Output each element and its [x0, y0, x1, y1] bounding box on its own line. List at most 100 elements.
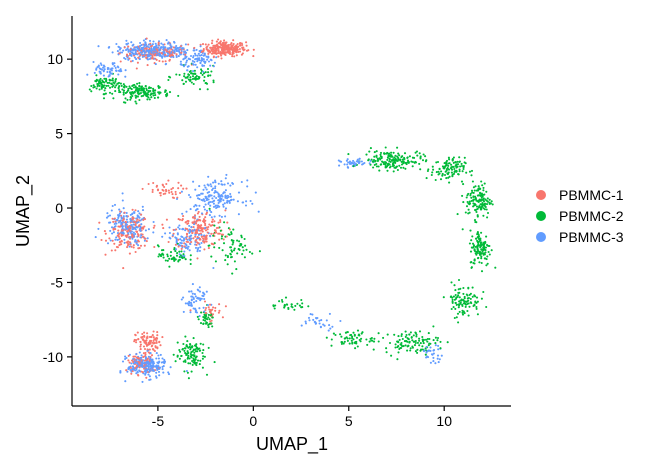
data-point-series-2 — [232, 249, 236, 252]
data-point-series-3 — [135, 361, 138, 364]
data-point-series-3 — [95, 68, 98, 71]
data-point-series-3 — [189, 196, 192, 199]
data-point-series-2 — [175, 73, 178, 76]
data-point-series-1 — [179, 48, 182, 51]
data-point-series-2 — [406, 161, 409, 164]
data-point-series-1 — [151, 54, 154, 57]
data-point-series-1 — [135, 67, 138, 70]
data-point-series-2 — [199, 322, 203, 325]
data-point-series-3 — [198, 54, 202, 57]
data-point-series-3 — [110, 69, 113, 72]
data-point-series-3 — [154, 49, 157, 52]
data-point-series-2 — [129, 98, 132, 101]
data-point-series-3 — [198, 185, 201, 188]
data-point-series-3 — [190, 226, 193, 229]
data-point-series-1 — [118, 52, 121, 55]
data-point-series-3 — [203, 61, 206, 64]
data-point-series-2 — [476, 194, 479, 197]
data-point-series-1 — [238, 44, 242, 47]
data-point-series-2 — [400, 333, 403, 336]
data-point-series-3 — [210, 185, 213, 188]
data-point-series-3 — [429, 346, 432, 349]
data-point-series-1 — [211, 308, 214, 311]
data-point-series-1 — [159, 344, 162, 347]
data-point-series-2 — [176, 341, 179, 344]
data-point-series-2 — [156, 244, 159, 247]
data-point-series-2 — [168, 91, 172, 94]
data-point-series-3 — [152, 47, 155, 50]
data-point-series-2 — [415, 335, 418, 338]
data-point-series-2 — [477, 256, 480, 259]
data-point-series-2 — [169, 251, 173, 254]
data-point-series-2 — [467, 302, 470, 305]
data-point-series-2 — [347, 153, 350, 156]
data-point-series-2 — [114, 90, 117, 93]
data-point-series-3 — [113, 222, 116, 226]
data-point-series-3 — [137, 47, 140, 51]
data-point-series-3 — [103, 65, 106, 68]
data-point-series-3 — [113, 203, 117, 206]
data-point-series-1 — [152, 226, 155, 229]
data-point-series-1 — [151, 348, 155, 351]
data-point-series-1 — [139, 213, 143, 216]
data-point-series-1 — [142, 345, 146, 348]
data-point-series-2 — [278, 300, 281, 303]
data-point-series-1 — [202, 220, 205, 223]
data-point-series-3 — [99, 70, 102, 74]
data-point-series-2 — [195, 364, 198, 367]
data-point-series-2 — [393, 156, 396, 159]
data-point-series-3 — [147, 46, 151, 49]
data-point-series-2 — [438, 167, 441, 170]
data-point-series-3 — [212, 200, 215, 203]
data-point-series-3 — [436, 354, 440, 357]
data-point-series-2 — [111, 85, 114, 88]
data-point-series-1 — [142, 338, 145, 341]
data-point-series-1 — [158, 59, 161, 63]
data-point-series-2 — [456, 295, 459, 298]
data-point-series-2 — [245, 248, 248, 251]
data-point-series-2 — [459, 287, 462, 290]
data-point-series-2 — [389, 155, 393, 158]
data-point-series-1 — [245, 41, 248, 44]
data-point-series-2 — [473, 262, 476, 265]
data-point-series-3 — [162, 48, 165, 51]
data-point-series-2 — [220, 237, 223, 240]
data-point-series-3 — [180, 235, 183, 238]
data-point-series-2 — [460, 299, 463, 302]
data-point-series-3 — [135, 353, 138, 356]
data-point-series-1 — [196, 212, 199, 215]
data-point-series-3 — [102, 74, 105, 77]
data-point-series-2 — [396, 358, 399, 361]
data-point-series-2 — [474, 198, 477, 201]
x-tick-label: -5 — [152, 413, 165, 429]
data-point-series-1 — [122, 267, 125, 270]
data-point-series-3 — [156, 368, 160, 371]
data-point-series-3 — [109, 221, 112, 224]
data-point-series-3 — [174, 248, 177, 251]
data-point-series-2 — [372, 158, 376, 162]
data-point-series-2 — [182, 82, 185, 85]
data-point-series-3 — [346, 158, 349, 161]
data-point-series-3 — [127, 50, 130, 53]
data-point-series-2 — [348, 342, 351, 345]
data-point-series-3 — [144, 373, 147, 376]
data-point-series-3 — [116, 50, 119, 53]
data-point-series-1 — [120, 233, 123, 236]
data-point-series-2 — [201, 351, 204, 355]
data-point-series-1 — [226, 221, 229, 224]
data-point-series-1 — [252, 55, 255, 58]
data-point-series-2 — [424, 155, 427, 158]
data-point-series-2 — [372, 166, 375, 169]
data-point-series-2 — [386, 169, 389, 172]
data-point-series-3 — [182, 47, 185, 50]
data-point-series-2 — [189, 362, 192, 365]
data-point-series-3 — [155, 54, 158, 57]
data-point-series-3 — [320, 319, 323, 322]
data-point-series-1 — [203, 248, 206, 251]
data-point-series-3 — [175, 47, 179, 50]
data-point-series-1 — [128, 52, 131, 55]
data-point-series-3 — [124, 357, 127, 361]
data-point-series-2 — [414, 341, 417, 345]
data-point-series-3 — [202, 70, 205, 73]
data-point-series-1 — [145, 339, 148, 342]
